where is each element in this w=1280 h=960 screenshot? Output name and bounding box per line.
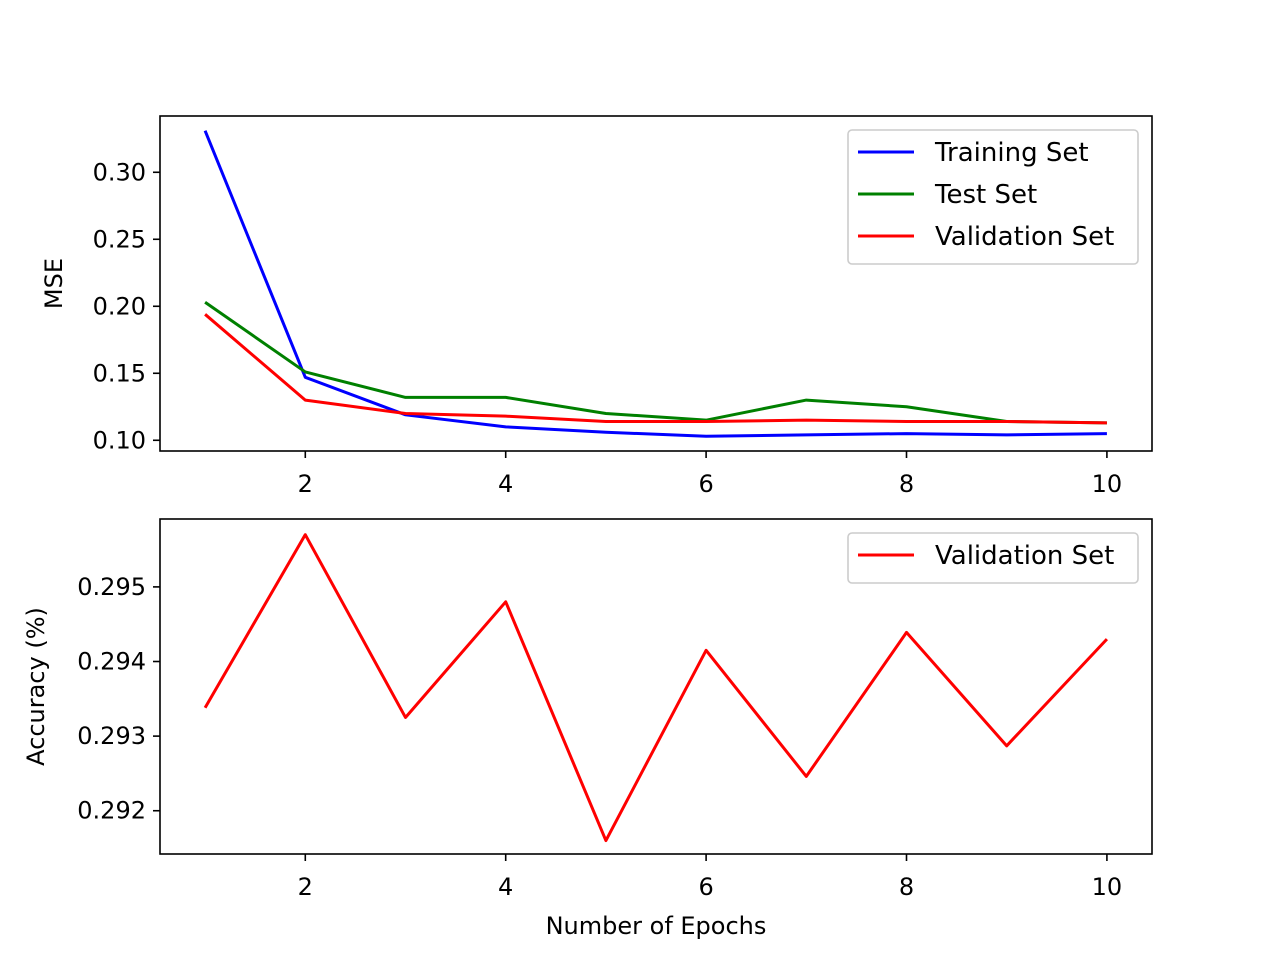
x-tick-label: 8 (899, 470, 914, 498)
y-tick-label: 0.20 (93, 292, 146, 320)
y-tick-label: 0.293 (77, 722, 146, 750)
y-tick-label: 0.30 (93, 158, 146, 186)
x-tick-label: 2 (298, 873, 313, 901)
x-tick-label: 6 (698, 873, 713, 901)
y-axis-label: Accuracy (%) (22, 607, 50, 766)
series-line-test-set (204, 301, 1107, 425)
x-tick-label: 8 (899, 873, 914, 901)
axes-frame (159, 115, 1153, 452)
series-line-validation-set (204, 313, 1107, 425)
legend-box (847, 129, 1139, 265)
y-tick-label: 0.292 (77, 797, 146, 825)
legend-box (847, 532, 1139, 584)
x-tick-label: 4 (498, 873, 513, 901)
y-tick-label: 0.10 (93, 426, 146, 454)
legend-label: Test Set (934, 180, 1037, 210)
accuracy-chart: 2 4 6 8 10 0.292 0.293 0.294 0.295 Accuracy (%) Nu… (22, 518, 1153, 940)
axes-frame (159, 518, 1153, 855)
legend: Validation Set (847, 532, 1139, 584)
y-tick-label: 0.25 (93, 225, 146, 253)
x-tick-label: 4 (498, 470, 513, 498)
y-tick-label: 0.295 (77, 573, 146, 601)
x-tick-label: 6 (698, 470, 713, 498)
y-tick-label: 0.294 (77, 648, 146, 676)
x-tick-label: 2 (298, 470, 313, 498)
y-tick-label: 0.15 (93, 359, 146, 387)
legend-label: Validation Set (935, 541, 1114, 571)
mse-chart: 2 4 6 8 10 0.10 0.15 0.20 0.25 0.30 MSE Training Se… (40, 115, 1153, 498)
legend-label: Validation Set (935, 222, 1114, 252)
series-line-training-set (203, 130, 1107, 438)
x-tick-label: 10 (1092, 470, 1123, 498)
series-line-validation-set (203, 533, 1109, 843)
legend: Training Set Test Set Validation Set (847, 129, 1139, 265)
legend-label: Training Set (934, 138, 1089, 168)
x-tick-label: 10 (1092, 873, 1123, 901)
x-axis-label: Number of Epochs (546, 912, 767, 940)
y-axis-label: MSE (40, 258, 68, 309)
